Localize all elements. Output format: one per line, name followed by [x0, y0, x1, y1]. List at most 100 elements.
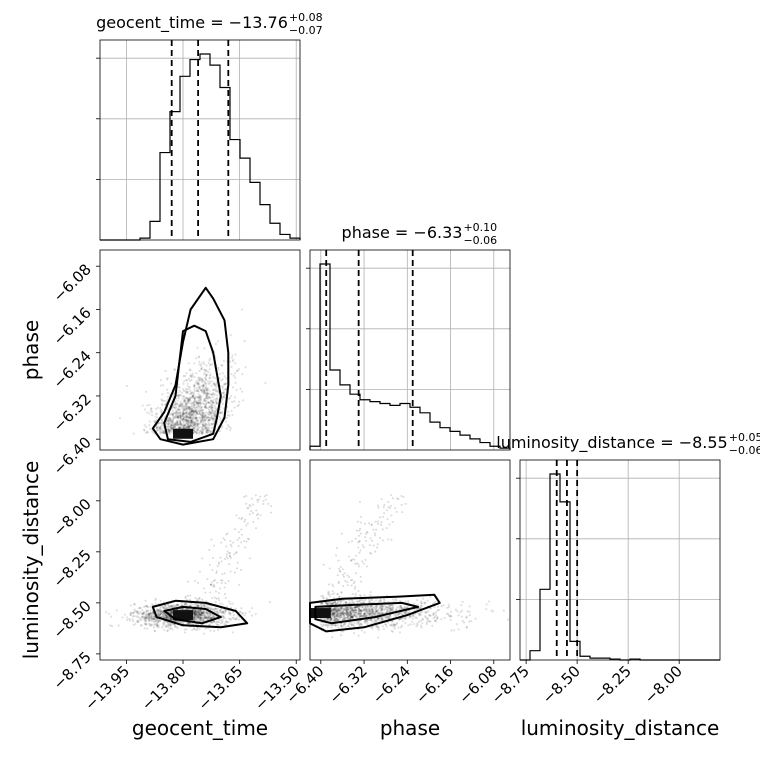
sample-point: [340, 532, 343, 535]
sample-point: [173, 415, 177, 418]
sample-point: [506, 618, 509, 621]
sample-point: [195, 615, 198, 618]
sample-point: [142, 616, 145, 619]
sample-point: [250, 607, 253, 610]
sample-point: [205, 616, 208, 619]
sample-point: [128, 617, 131, 621]
sample-point: [331, 635, 334, 639]
sample-point: [235, 552, 238, 555]
sample-point: [148, 403, 151, 407]
sample-point: [366, 622, 369, 626]
x-axis-label-phase: phase: [380, 716, 440, 740]
sample-point: [202, 408, 205, 412]
sample-point: [371, 627, 374, 630]
sample-point: [343, 622, 347, 626]
sample-point: [372, 528, 375, 531]
sample-point: [195, 612, 198, 616]
sample-point: [188, 398, 191, 402]
sample-point: [186, 412, 189, 415]
sample-point: [338, 580, 341, 583]
sample-point: [156, 425, 160, 428]
sample-point: [344, 616, 347, 619]
sample-point: [359, 609, 362, 612]
sample-point: [381, 606, 384, 610]
sample-point: [333, 624, 337, 627]
sample-point: [334, 619, 337, 622]
sample-point: [145, 609, 148, 613]
sample-point: [413, 602, 416, 605]
sample-point: [355, 529, 358, 532]
sample-point: [204, 591, 207, 594]
sample-point: [357, 615, 361, 619]
sample-point: [193, 412, 196, 415]
sample-point: [383, 608, 386, 612]
sample-point: [211, 393, 214, 397]
sample-point: [361, 615, 364, 618]
sample-point: [357, 634, 360, 637]
sample-point: [193, 614, 196, 617]
sample-point: [195, 411, 198, 414]
sample-point: [198, 363, 201, 366]
sample-point: [269, 511, 272, 514]
sample-point: [210, 617, 213, 620]
sample-point: [356, 600, 359, 603]
sample-point: [332, 596, 336, 600]
sample-point: [212, 393, 215, 396]
sample-point: [213, 388, 217, 391]
sample-point: [350, 609, 353, 612]
sample-point: [429, 620, 432, 623]
sample-point: [399, 606, 402, 609]
sample-point: [125, 384, 128, 388]
sample-point: [332, 612, 335, 616]
sample-point: [331, 583, 334, 586]
sample-point: [205, 369, 208, 372]
sample-point: [445, 612, 448, 615]
sample-point: [153, 629, 156, 632]
contour-level-1: [163, 605, 222, 625]
sample-point: [200, 613, 203, 617]
sample-point: [164, 604, 167, 607]
sample-point: [408, 609, 411, 613]
sample-point: [377, 626, 380, 630]
sample-point: [379, 600, 382, 603]
sample-point: [361, 560, 364, 563]
sample-point: [208, 419, 211, 422]
sample-point: [204, 426, 207, 429]
sample-point: [202, 425, 205, 428]
sample-point: [417, 607, 420, 610]
sample-point: [205, 395, 209, 398]
sample-point: [199, 398, 202, 402]
sample-point: [230, 372, 233, 376]
sample-point: [333, 611, 336, 615]
sample-point: [353, 605, 356, 609]
sample-point: [193, 376, 196, 379]
sample-point: [337, 612, 340, 615]
sample-point: [332, 602, 335, 605]
sample-point: [351, 600, 354, 603]
sample-point: [207, 606, 210, 609]
sample-point: [230, 394, 233, 397]
sample-point: [160, 610, 164, 613]
sample-point: [187, 424, 190, 428]
sample-point: [192, 422, 195, 425]
sample-point: [200, 605, 203, 609]
sample-point: [193, 429, 196, 432]
sample-point: [194, 609, 197, 612]
sample-point: [197, 615, 200, 619]
sample-point: [329, 623, 332, 627]
sample-point: [210, 399, 213, 403]
sample-point: [413, 609, 416, 612]
sample-point: [202, 416, 205, 419]
sample-point: [193, 396, 196, 399]
sample-point: [361, 598, 364, 602]
sample-point: [141, 612, 144, 616]
sample-point: [160, 431, 163, 434]
sample-point: [208, 410, 211, 413]
sample-point: [371, 607, 374, 611]
sample-point: [151, 431, 154, 434]
sample-point: [195, 411, 199, 414]
sample-point: [385, 611, 389, 614]
sample-point: [220, 364, 223, 367]
sample-point: [331, 618, 334, 621]
sample-point: [381, 608, 384, 611]
